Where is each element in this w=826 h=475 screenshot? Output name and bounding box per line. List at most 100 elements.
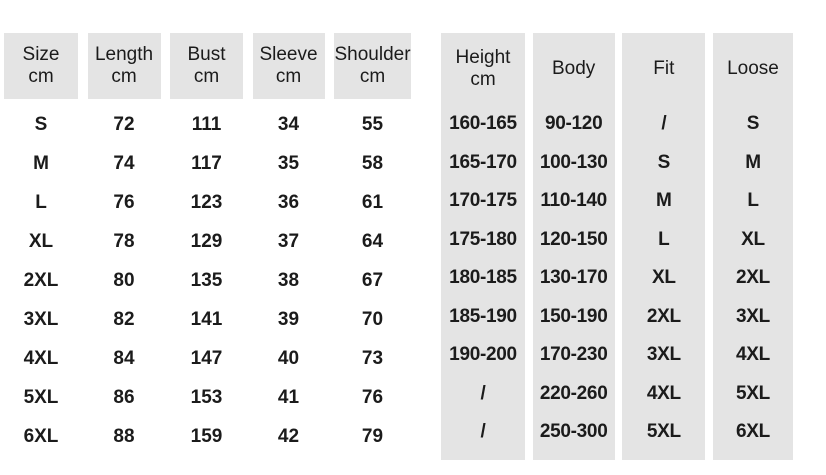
bust-cell: 117 bbox=[191, 152, 222, 174]
sleeve-cell: 37 bbox=[277, 230, 300, 252]
loose-cell: S bbox=[746, 113, 760, 135]
measurement-row: 5XL 86 153 41 76 bbox=[4, 378, 411, 417]
size-cell: 4XL bbox=[23, 347, 59, 369]
measurement-table-body: S 72 111 34 55 M 74 117 35 58 L 76 123 3… bbox=[4, 105, 411, 456]
fit-cell: / bbox=[661, 113, 667, 135]
column-height: Height cm 160-165 165-170 170-175 175-180… bbox=[441, 33, 525, 460]
length-cell: 80 bbox=[113, 269, 135, 291]
sleeve-cell: 38 bbox=[277, 269, 300, 291]
fit-recommendation-table: Height cm 160-165 165-170 170-175 175-180… bbox=[441, 33, 793, 460]
header-length: Length cm bbox=[87, 33, 161, 99]
bust-cell: 159 bbox=[190, 425, 223, 447]
height-cell: 160-165 bbox=[449, 113, 517, 135]
size-cell: S bbox=[34, 113, 48, 135]
sleeve-cell: 34 bbox=[277, 113, 300, 135]
sleeve-cell: 35 bbox=[277, 152, 300, 174]
measurement-row: 3XL 82 141 39 70 bbox=[4, 300, 411, 339]
length-cell: 72 bbox=[113, 113, 135, 135]
header-unit: cm bbox=[193, 66, 220, 87]
sleeve-cell: 42 bbox=[277, 425, 300, 447]
header-fit: Fit bbox=[622, 33, 705, 105]
size-cell: 2XL bbox=[23, 269, 59, 291]
size-cell: L bbox=[35, 191, 47, 213]
body-cell: 90-120 bbox=[544, 113, 603, 135]
size-cell: M bbox=[33, 152, 49, 174]
fit-cell: 5XL bbox=[646, 421, 681, 443]
header-bust: Bust cm bbox=[170, 33, 243, 99]
height-cell: 165-170 bbox=[449, 151, 517, 173]
measurement-row: XL 78 129 37 64 bbox=[4, 222, 411, 261]
header-unit: cm bbox=[275, 66, 302, 87]
fit-cell: 3XL bbox=[646, 344, 681, 366]
header-label: Bust bbox=[187, 44, 226, 65]
loose-cell: 6XL bbox=[735, 421, 770, 443]
body-cell: 120-150 bbox=[539, 228, 608, 250]
sleeve-cell: 41 bbox=[277, 386, 300, 408]
bust-cell: 111 bbox=[191, 113, 222, 135]
header-unit: cm bbox=[470, 69, 496, 90]
shoulder-cell: 64 bbox=[361, 230, 384, 252]
bust-cell: 147 bbox=[190, 347, 223, 369]
loose-cell: 3XL bbox=[735, 305, 770, 327]
shoulder-cell: 61 bbox=[361, 191, 384, 213]
column-loose: Loose S M L XL 2XL 3XL 4XL 5XL 6XL bbox=[712, 33, 793, 460]
header-label: Body bbox=[552, 58, 596, 79]
length-cell: 76 bbox=[113, 191, 135, 213]
sleeve-cell: 39 bbox=[277, 308, 300, 330]
shoulder-cell: 58 bbox=[361, 152, 384, 174]
fit-cell: XL bbox=[651, 267, 676, 289]
shoulder-cell: 73 bbox=[361, 347, 384, 369]
sleeve-cell: 40 bbox=[277, 347, 300, 369]
body-cell: 150-190 bbox=[539, 305, 608, 327]
shoulder-cell: 70 bbox=[361, 308, 384, 330]
bust-cell: 153 bbox=[190, 386, 223, 408]
loose-cell: 2XL bbox=[735, 267, 770, 289]
height-cell: / bbox=[480, 382, 486, 404]
header-label: Size bbox=[22, 44, 60, 65]
column-fit: Fit / S M L XL 2XL 3XL 4XL 5XL bbox=[622, 33, 706, 460]
body-cell: 110-140 bbox=[540, 190, 607, 212]
size-cell: 5XL bbox=[23, 386, 59, 408]
length-cell: 86 bbox=[113, 386, 135, 408]
size-cell: XL bbox=[28, 230, 54, 252]
column-body: Body 90-120 100-130 110-140 120-150 130-… bbox=[532, 33, 615, 460]
header-unit: cm bbox=[359, 66, 386, 87]
fit-cell: 4XL bbox=[646, 382, 681, 404]
fit-cell: S bbox=[657, 151, 671, 173]
height-cell: 190-200 bbox=[449, 344, 517, 366]
height-cell: 175-180 bbox=[449, 228, 517, 250]
sleeve-cell: 36 bbox=[277, 191, 300, 213]
shoulder-cell: 76 bbox=[361, 386, 384, 408]
fit-cell: M bbox=[656, 190, 672, 212]
header-sleeve: Sleeve cm bbox=[252, 33, 325, 99]
bust-cell: 129 bbox=[190, 230, 223, 252]
fit-cell: L bbox=[658, 228, 670, 250]
bust-cell: 141 bbox=[190, 308, 223, 330]
measurement-table-header-row: Size cm Length cm Bust cm Sleeve cm Shoulder… bbox=[4, 33, 411, 99]
loose-cell: M bbox=[745, 151, 761, 173]
size-cell: 6XL bbox=[23, 425, 59, 447]
body-cell: 250-300 bbox=[539, 421, 608, 443]
measurement-row: 2XL 80 135 38 67 bbox=[4, 261, 411, 300]
header-unit: cm bbox=[111, 66, 137, 87]
measurement-row: S 72 111 34 55 bbox=[4, 105, 411, 144]
header-label: Loose bbox=[727, 58, 779, 79]
loose-cell: 4XL bbox=[735, 344, 770, 366]
length-cell: 78 bbox=[113, 230, 135, 252]
header-height: Height cm bbox=[441, 33, 525, 105]
length-cell: 88 bbox=[113, 425, 135, 447]
body-cell: 220-260 bbox=[539, 382, 608, 404]
height-cell: / bbox=[480, 421, 486, 443]
body-cell: 170-230 bbox=[539, 344, 608, 366]
length-cell: 84 bbox=[113, 347, 135, 369]
bust-cell: 135 bbox=[190, 269, 223, 291]
measurement-row: 4XL 84 147 40 73 bbox=[4, 339, 411, 378]
shoulder-cell: 79 bbox=[361, 425, 384, 447]
header-loose: Loose bbox=[713, 33, 793, 105]
header-shoulder: Shoulder cm bbox=[334, 33, 411, 99]
header-label: Sleeve bbox=[259, 44, 318, 65]
header-label: Length bbox=[94, 44, 154, 65]
length-cell: 82 bbox=[113, 308, 135, 330]
height-cell: 170-175 bbox=[449, 190, 517, 212]
loose-cell: XL bbox=[741, 228, 765, 250]
